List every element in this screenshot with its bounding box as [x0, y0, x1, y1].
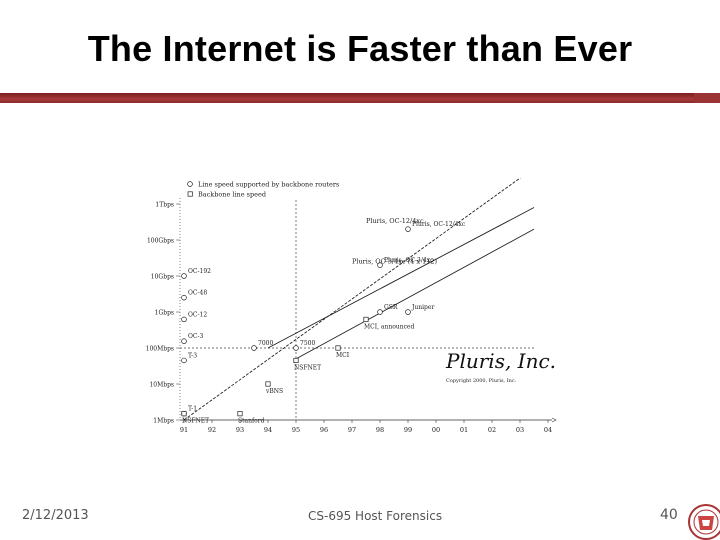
y-tick-label: 1Tbps	[155, 202, 174, 209]
router-point	[405, 226, 411, 232]
backbone-point	[363, 316, 369, 322]
router-point-label: GSR	[384, 304, 398, 311]
chart: 91 92 93 94 95 96 97 98 99 00 01 02 03 04 1Tbps 100Gbps…	[140, 178, 560, 438]
backbone-point-label: Stanford	[238, 418, 265, 425]
logo-caption: Copyright 2000, Pluris, Inc.	[446, 378, 517, 384]
router-point-label: Pluris, OC-12/4xc	[412, 221, 466, 228]
x-tick-label: 00	[432, 426, 440, 434]
router-point	[293, 345, 299, 351]
router-point-label: 7000	[258, 340, 273, 347]
x-tick-label: 93	[236, 426, 244, 434]
y-tick-label: 10Mbps	[149, 382, 174, 389]
page-number: 40	[660, 507, 678, 523]
router-point-label: Juniper	[411, 304, 434, 311]
backbone-point-label: NSFNET	[294, 364, 321, 371]
router-point-label: 7500	[300, 340, 315, 347]
legend-marker-routers	[187, 181, 193, 187]
router-point-label: T-3	[188, 352, 197, 359]
router-point	[181, 316, 187, 323]
router-point-label: OC-192	[188, 268, 211, 275]
x-tick-label: 99	[404, 426, 412, 434]
x-tick-label: 01	[460, 426, 468, 434]
router-point	[377, 309, 383, 315]
router-point	[405, 309, 411, 315]
backbone-point-label: MCI, announced	[364, 323, 414, 330]
backbone-point-label: NSFNET	[182, 418, 209, 425]
backbone-point	[181, 411, 187, 417]
x-tick-label: 98	[376, 426, 384, 434]
router-point	[181, 273, 187, 279]
router-point-label: T-1	[188, 406, 197, 413]
y-tick-label: 1Mbps	[153, 418, 174, 425]
footer-date: 2/12/2013	[22, 508, 89, 523]
y-tick-label: 10Gbps	[151, 274, 174, 281]
router-point-label: OC-48	[188, 290, 207, 297]
backbone-point	[237, 411, 243, 417]
x-tick-label: 97	[348, 426, 356, 434]
x-tick-label: 94	[264, 426, 272, 434]
x-tick-label: 04	[544, 426, 552, 434]
trend-label-lower: Pluris, OC-3/4xc (4 x 112)	[352, 258, 438, 266]
backbone-point-label: vBNS	[265, 388, 283, 395]
x-tick-label: 91	[180, 426, 188, 434]
title-bar	[0, 93, 720, 103]
router-point	[251, 345, 257, 351]
router-point-label: OC-12	[188, 311, 207, 318]
x-tick-label: 02	[488, 426, 496, 434]
backbone-point	[335, 345, 341, 351]
router-point-label: OC-3	[188, 333, 204, 340]
x-axis-arrow	[551, 417, 557, 423]
university-seal-icon	[684, 500, 720, 540]
router-point	[181, 294, 187, 301]
legend-marker-backbone	[187, 191, 193, 197]
router-point	[181, 357, 187, 364]
legend-label-routers: Line speed supported by backbone routers	[198, 181, 339, 189]
router-point	[377, 262, 383, 268]
trend-line-routers-low	[295, 228, 535, 360]
x-tick-label: 95	[292, 426, 300, 434]
trend-label-upper: Pluris, OC-12/4xc	[366, 217, 424, 225]
backbone-point-label: MCI	[336, 352, 350, 359]
y-tick-label: 100Mbps	[146, 346, 174, 353]
y-tick-label: 100Gbps	[147, 238, 174, 245]
x-tick-label: 03	[516, 426, 524, 434]
backbone-point	[293, 357, 299, 364]
x-tick-label: 92	[208, 426, 216, 434]
router-point	[181, 338, 187, 344]
legend-label-backbone: Backbone line speed	[198, 191, 266, 199]
y-tick-label: 1Gbps	[155, 310, 174, 317]
x-tick-label: 96	[320, 426, 328, 434]
pluris-logo: Pluris, Inc.	[445, 349, 556, 373]
chart-svg: 91 92 93 94 95 96 97 98 99 00 01 02 03 04 1Tbps 100Gbps…	[146, 178, 557, 434]
slide-title: The Internet is Faster than Ever	[87, 28, 633, 69]
footer-course: CS-695 Host Forensics	[308, 509, 443, 523]
backbone-point	[265, 381, 271, 387]
trend-line-routers	[267, 207, 535, 349]
router-point-label: Pluris, OC-3/4xc	[384, 257, 434, 264]
